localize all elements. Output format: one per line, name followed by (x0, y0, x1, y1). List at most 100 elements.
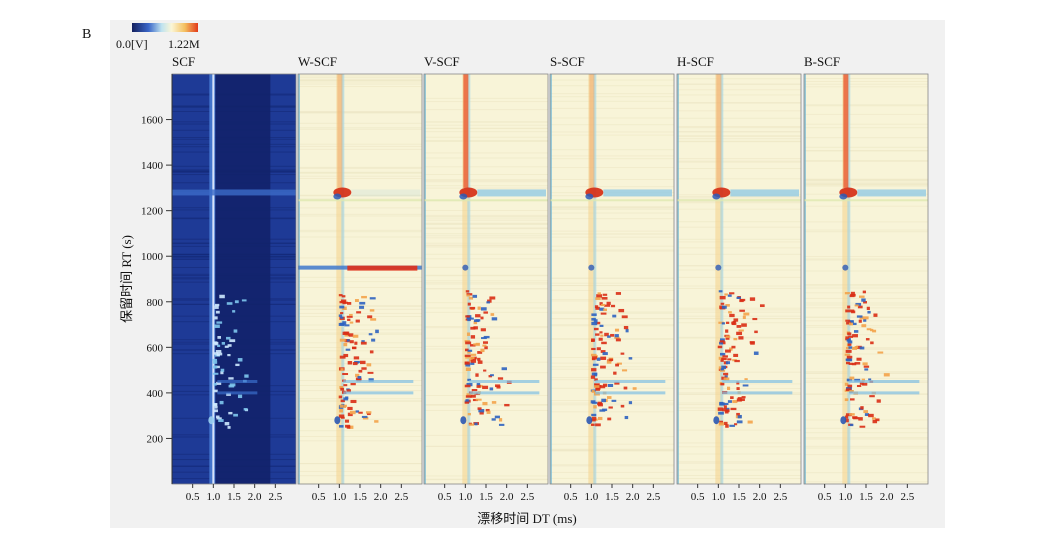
signal-peak (496, 385, 501, 389)
signal-peak (856, 384, 862, 388)
texture-line (424, 246, 548, 248)
texture-line (804, 182, 928, 184)
signal-peak (742, 315, 746, 320)
signal-peak (594, 378, 598, 381)
texture-line (804, 377, 928, 379)
signal-peak (847, 343, 852, 346)
signal-peak (621, 315, 628, 319)
signal-peak (731, 345, 736, 349)
signal-peak (725, 335, 731, 338)
signal-peak (718, 366, 722, 370)
band-divider (677, 199, 801, 202)
signal-peak (747, 420, 753, 424)
signal-peak (338, 294, 343, 297)
y-tick-label: 600 (147, 342, 164, 354)
signal-peak (736, 325, 742, 328)
signal-peak (473, 326, 478, 330)
signal-peak (719, 352, 726, 356)
signal-peak (476, 384, 481, 388)
signal-peak (214, 324, 220, 328)
signal-peak (480, 328, 486, 332)
texture-line (550, 208, 674, 210)
signal-peak (844, 382, 849, 386)
texture-line (298, 430, 422, 432)
signal-peak (727, 358, 732, 361)
rip-shadow (341, 74, 345, 484)
signal-peak (469, 344, 476, 347)
texture-line (424, 266, 548, 268)
x-tick-label: 1.0 (711, 491, 725, 503)
panel-background (298, 74, 422, 484)
signal-peak (342, 373, 349, 376)
texture-line (424, 121, 548, 123)
signal-peak (359, 360, 366, 365)
signal-peak (214, 305, 219, 309)
signal-peak (469, 317, 474, 320)
signal-peak (217, 344, 221, 348)
signal-peak (368, 378, 374, 382)
signal-peak (344, 419, 350, 423)
signal-peak (870, 341, 874, 345)
signal-peak (851, 310, 856, 314)
signal-peak (599, 324, 604, 327)
texture-line (677, 371, 801, 373)
texture-line (298, 316, 422, 318)
x-tick-label: 0.5 (818, 491, 832, 503)
signal-peak (729, 292, 735, 295)
signal-peak (343, 343, 348, 347)
signal-peak (339, 409, 344, 413)
signal-peak (472, 294, 478, 298)
signal-peak (849, 295, 855, 298)
texture-line (677, 89, 801, 91)
signal-peak (243, 408, 248, 411)
panel-label: V-SCF (424, 54, 460, 69)
signal-peak (601, 296, 608, 300)
texture-line (298, 86, 422, 88)
signal-peak (725, 349, 731, 353)
signal-peak (739, 398, 745, 402)
signal-peak (241, 299, 247, 302)
signal-peak (219, 400, 224, 405)
signal-peak (465, 290, 470, 293)
peak-280 (586, 416, 593, 425)
texture-line (550, 249, 674, 251)
signal-peak (725, 304, 730, 307)
signal-peak (612, 314, 617, 318)
signal-peak (602, 352, 608, 356)
signal-peak (354, 299, 359, 303)
colorbar (132, 23, 198, 32)
signal-peak (483, 369, 487, 372)
signal-peak (861, 298, 866, 302)
texture-line (424, 228, 548, 230)
signal-peak (479, 411, 484, 415)
signal-peak (734, 423, 738, 426)
signal-peak (474, 422, 478, 426)
texture-line (804, 326, 928, 328)
texture-line (424, 214, 548, 216)
texture-line (804, 438, 928, 440)
signal-peak (591, 389, 595, 393)
texture-line (550, 300, 674, 302)
signal-peak (863, 301, 867, 304)
signal-peak (590, 419, 596, 422)
y-tick-label: 1400 (141, 160, 164, 172)
texture-line (677, 253, 801, 255)
texture-line (677, 461, 801, 463)
rip-stripe (462, 74, 470, 484)
texture-line (677, 135, 801, 137)
signal-peak (213, 352, 219, 355)
panels: SCF W-SCF V-SCF S-SCF H-SCF B-SCF (171, 54, 929, 485)
signal-peak (465, 356, 470, 359)
texture-line (804, 205, 928, 207)
texture-line (550, 107, 674, 109)
signal-peak (723, 377, 730, 381)
texture-line (298, 77, 422, 79)
signal-peak (736, 331, 743, 336)
texture-line (424, 227, 548, 229)
signal-peak (232, 310, 236, 313)
texture-line (550, 178, 674, 180)
signal-peak (849, 398, 855, 401)
signal-peak (844, 353, 851, 356)
signal-peak (845, 413, 852, 417)
texture-line (804, 137, 928, 139)
